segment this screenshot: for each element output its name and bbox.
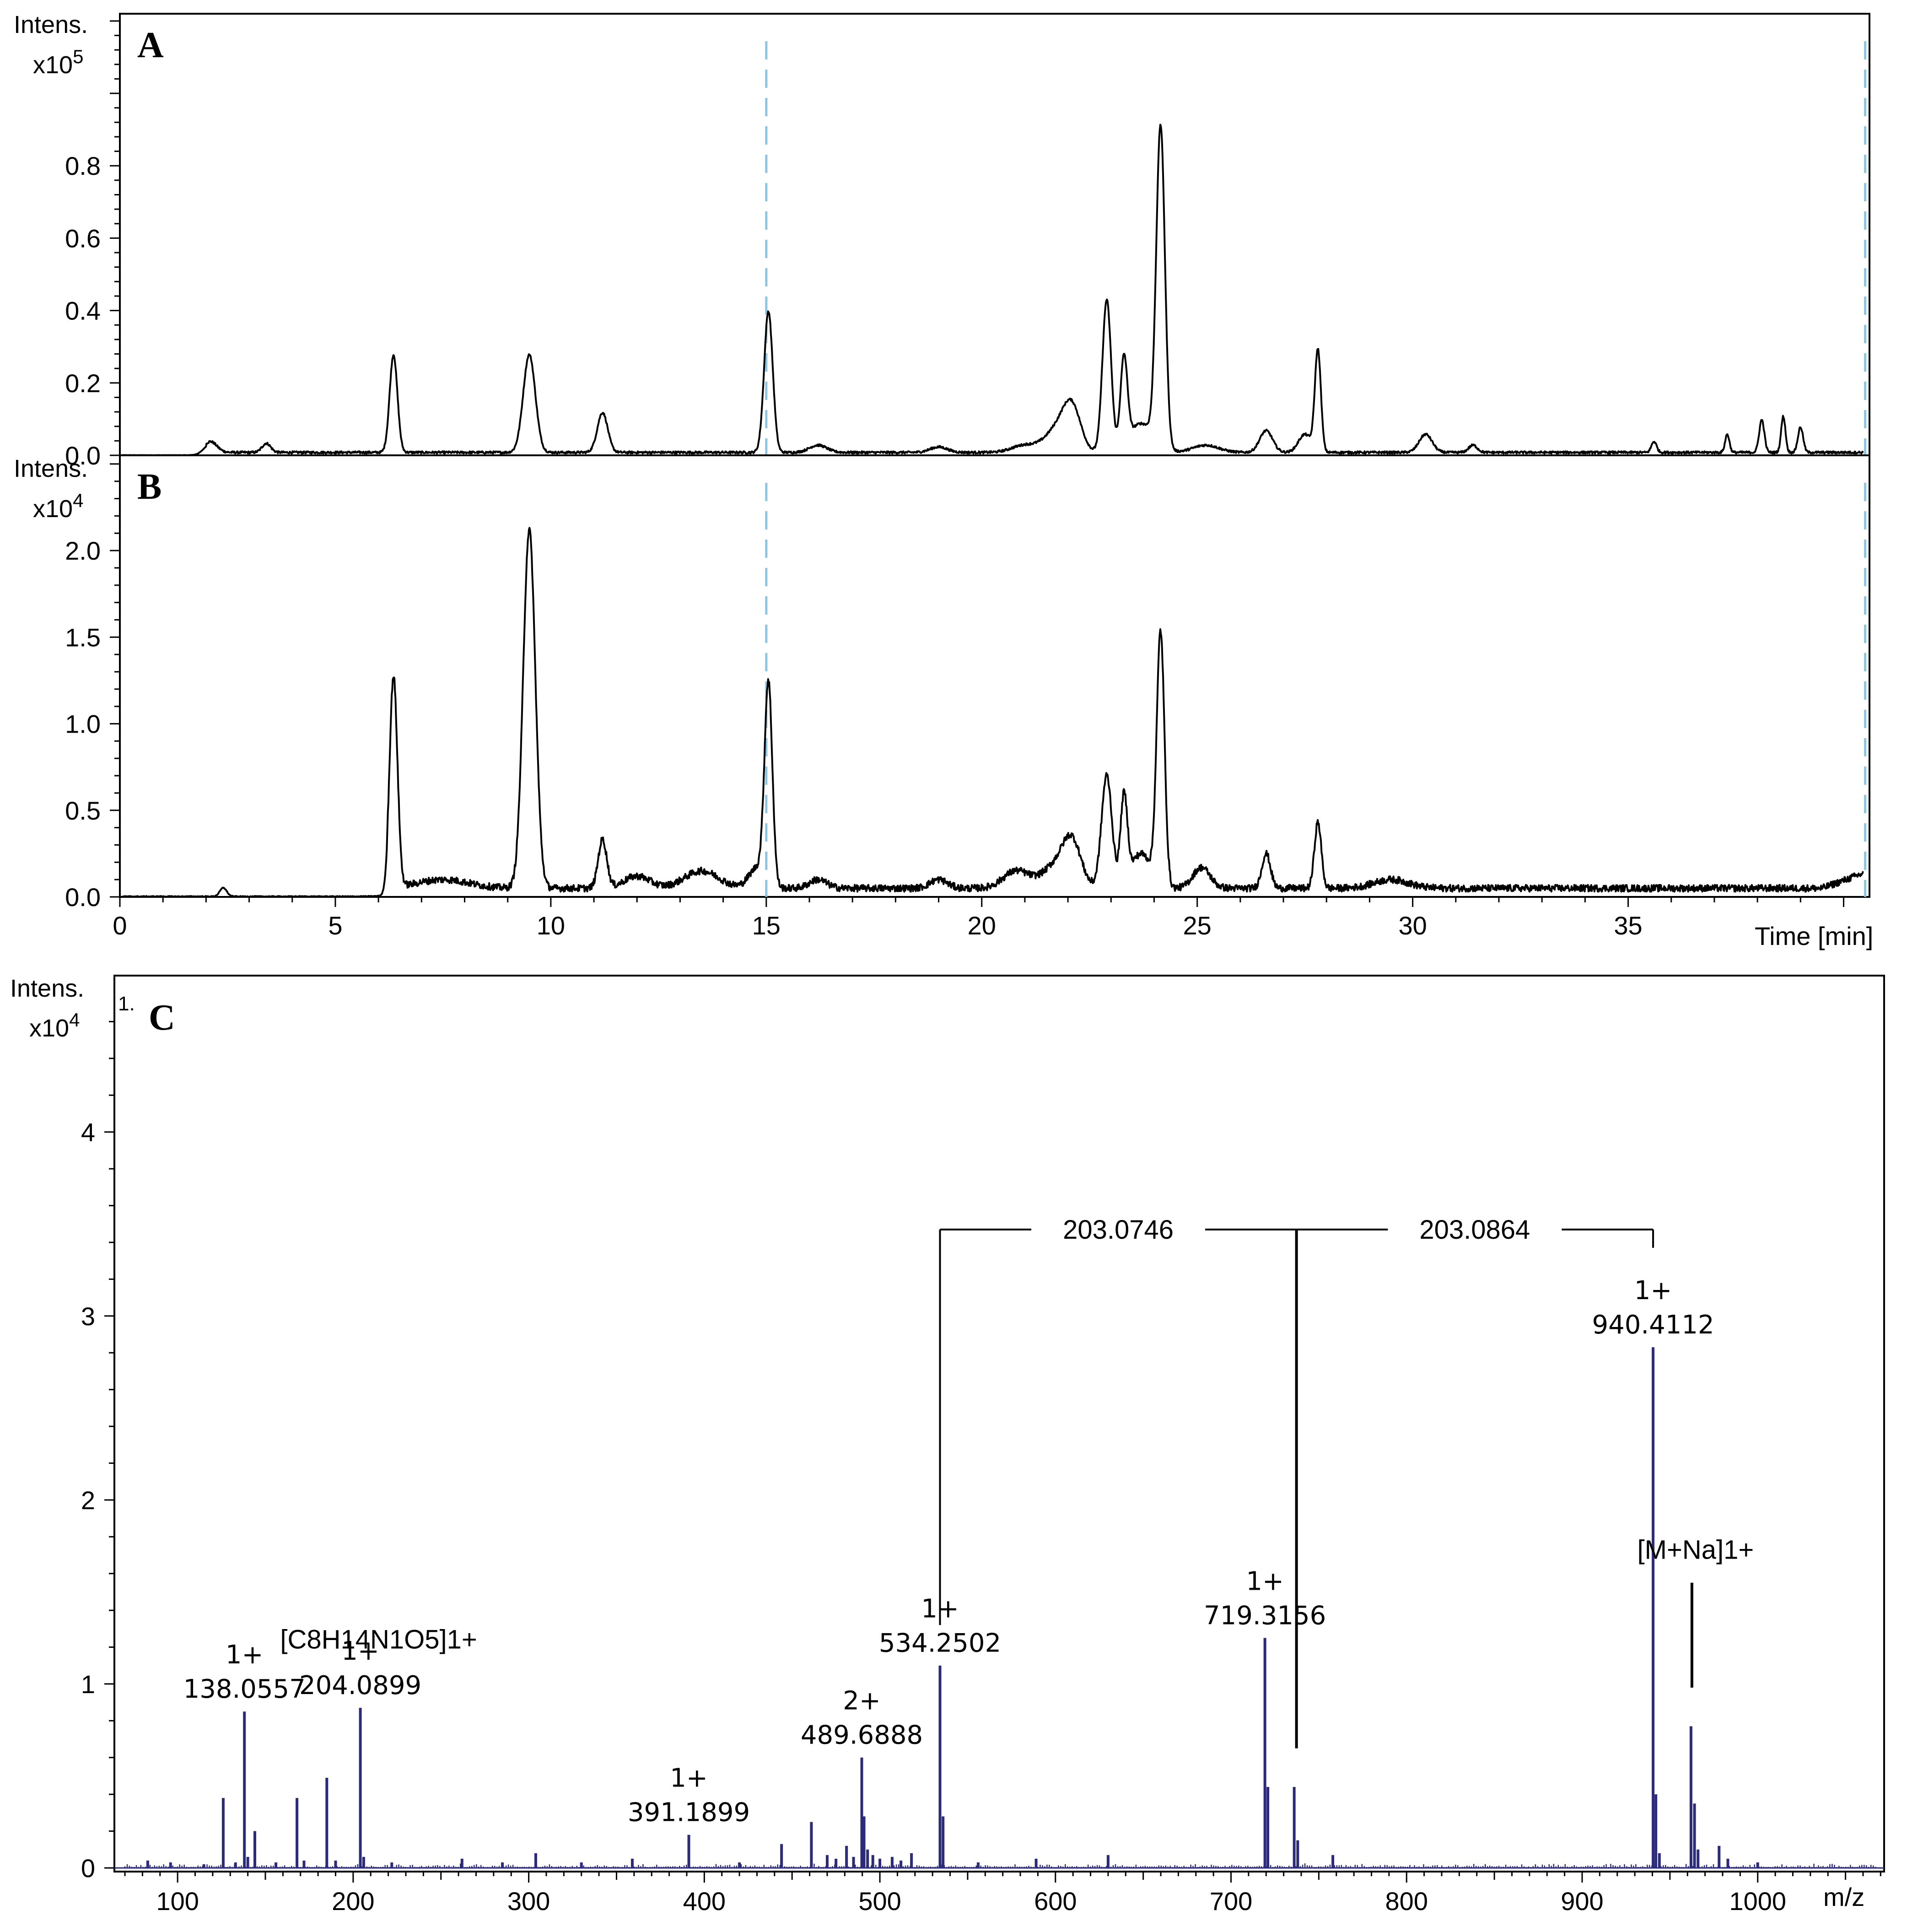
x-tick-label: 15: [752, 911, 781, 940]
panel-c-x-label: m/z: [1823, 1883, 1864, 1911]
y-tick-label: 0.2: [65, 369, 101, 398]
peak-mz-label: 940.4112: [1592, 1310, 1714, 1340]
panel-c-spectrum: Intens. x104 1. C m/z 0 1 2 3 4 100 200 300 400 5…: [10, 975, 1885, 1916]
y-tick-label: 0.6: [65, 224, 101, 253]
y-tick-label: 3: [81, 1302, 95, 1331]
y-tick-label: 1.0: [65, 710, 101, 739]
panel-c-letter: C: [149, 998, 175, 1038]
y-tick-label: 2: [81, 1486, 95, 1515]
x-tick-label: 600: [1034, 1887, 1077, 1916]
x-tick-label: 900: [1561, 1887, 1603, 1916]
peak-charge-label: 1+: [341, 1636, 379, 1666]
peak-charge-label: 1+: [1246, 1566, 1284, 1596]
mass-diff-label: 203.0864: [1419, 1215, 1530, 1245]
panel-b-chromatogram: Intens. x104 B Time [min] 0.0 0.5 1.0 1.5 2.…: [14, 454, 1873, 950]
y-tick-label: 0: [81, 1854, 95, 1883]
peak-charge-label: 1+: [1634, 1276, 1672, 1306]
y-tick-label: 0.0: [65, 883, 101, 912]
y-tick-label: 4: [81, 1118, 95, 1147]
x-tick-label: 100: [156, 1887, 199, 1916]
panel-a-letter: A: [137, 25, 164, 65]
x-tick-label: 0: [113, 911, 127, 940]
panel-b-y-label: Intens.: [14, 455, 88, 482]
panel-a-y-exponent: x105: [33, 46, 83, 79]
panel-b-y-exponent: x104: [33, 490, 83, 523]
x-tick-label: 10: [537, 911, 565, 940]
panel-a-y-label: Intens.: [14, 11, 88, 38]
x-tick-label: 25: [1183, 911, 1212, 940]
x-tick-label: 500: [858, 1887, 901, 1916]
chromatogram-trace: [119, 124, 1864, 456]
peak-mz-label: 534.2502: [879, 1629, 1001, 1658]
x-tick-label: 5: [328, 911, 342, 940]
panel-c-y-label: Intens.: [10, 975, 84, 1002]
y-tick-label: 1: [81, 1670, 95, 1699]
panel-c-y-exponent: x104: [29, 1009, 80, 1042]
chromatogram-trace: [119, 527, 1864, 898]
peak-mz-label: 138.0557: [183, 1674, 306, 1704]
x-tick-label: 300: [507, 1887, 550, 1916]
x-tick-label: 20: [968, 911, 996, 940]
peak-mz-label: 489.6888: [801, 1721, 923, 1750]
plot-frame: [113, 975, 1885, 1873]
plot-frame: [119, 454, 1870, 898]
x-tick-label: 200: [332, 1887, 374, 1916]
x-tick-label: 30: [1398, 911, 1427, 940]
y-tick-label: 0.0: [65, 441, 101, 470]
peak-charge-label: 1+: [670, 1764, 708, 1793]
x-tick-label: 35: [1614, 911, 1642, 940]
panel-b-letter: B: [137, 467, 162, 507]
y-tick-label: 2.0: [65, 536, 101, 565]
mass-diff-label: 203.0746: [1063, 1215, 1174, 1245]
panel-b-x-label: Time [min]: [1755, 922, 1873, 950]
y-tick-label: 0.5: [65, 796, 101, 825]
y-tick-label: 0.4: [65, 297, 101, 325]
peak-mz-label: 391.1899: [628, 1798, 750, 1828]
x-tick-label: 700: [1210, 1887, 1252, 1916]
x-tick-label: 800: [1385, 1887, 1428, 1916]
panel-a-chromatogram: Intens. x105 A 0.0 0.2 0.4 0.6 0.8: [14, 11, 1870, 470]
y-tick-label: 0.8: [65, 151, 101, 180]
peak-charge-label: 2+: [843, 1686, 881, 1716]
peak-charge-label: 1+: [226, 1640, 264, 1670]
x-tick-label: 1000: [1729, 1887, 1786, 1916]
x-tick-label: 400: [683, 1887, 726, 1916]
y-tick-label: 1.5: [65, 623, 101, 652]
adduct-annotation: [M+Na]1+: [1638, 1535, 1754, 1565]
plot-frame: [119, 13, 1870, 456]
peak-mz-label: 204.0899: [299, 1671, 421, 1700]
formula-annotation: [C8H14N1O5]1+: [280, 1625, 477, 1655]
panel-c-corner-note: 1.: [118, 993, 135, 1015]
peak-mz-label: 719.3156: [1204, 1601, 1326, 1630]
